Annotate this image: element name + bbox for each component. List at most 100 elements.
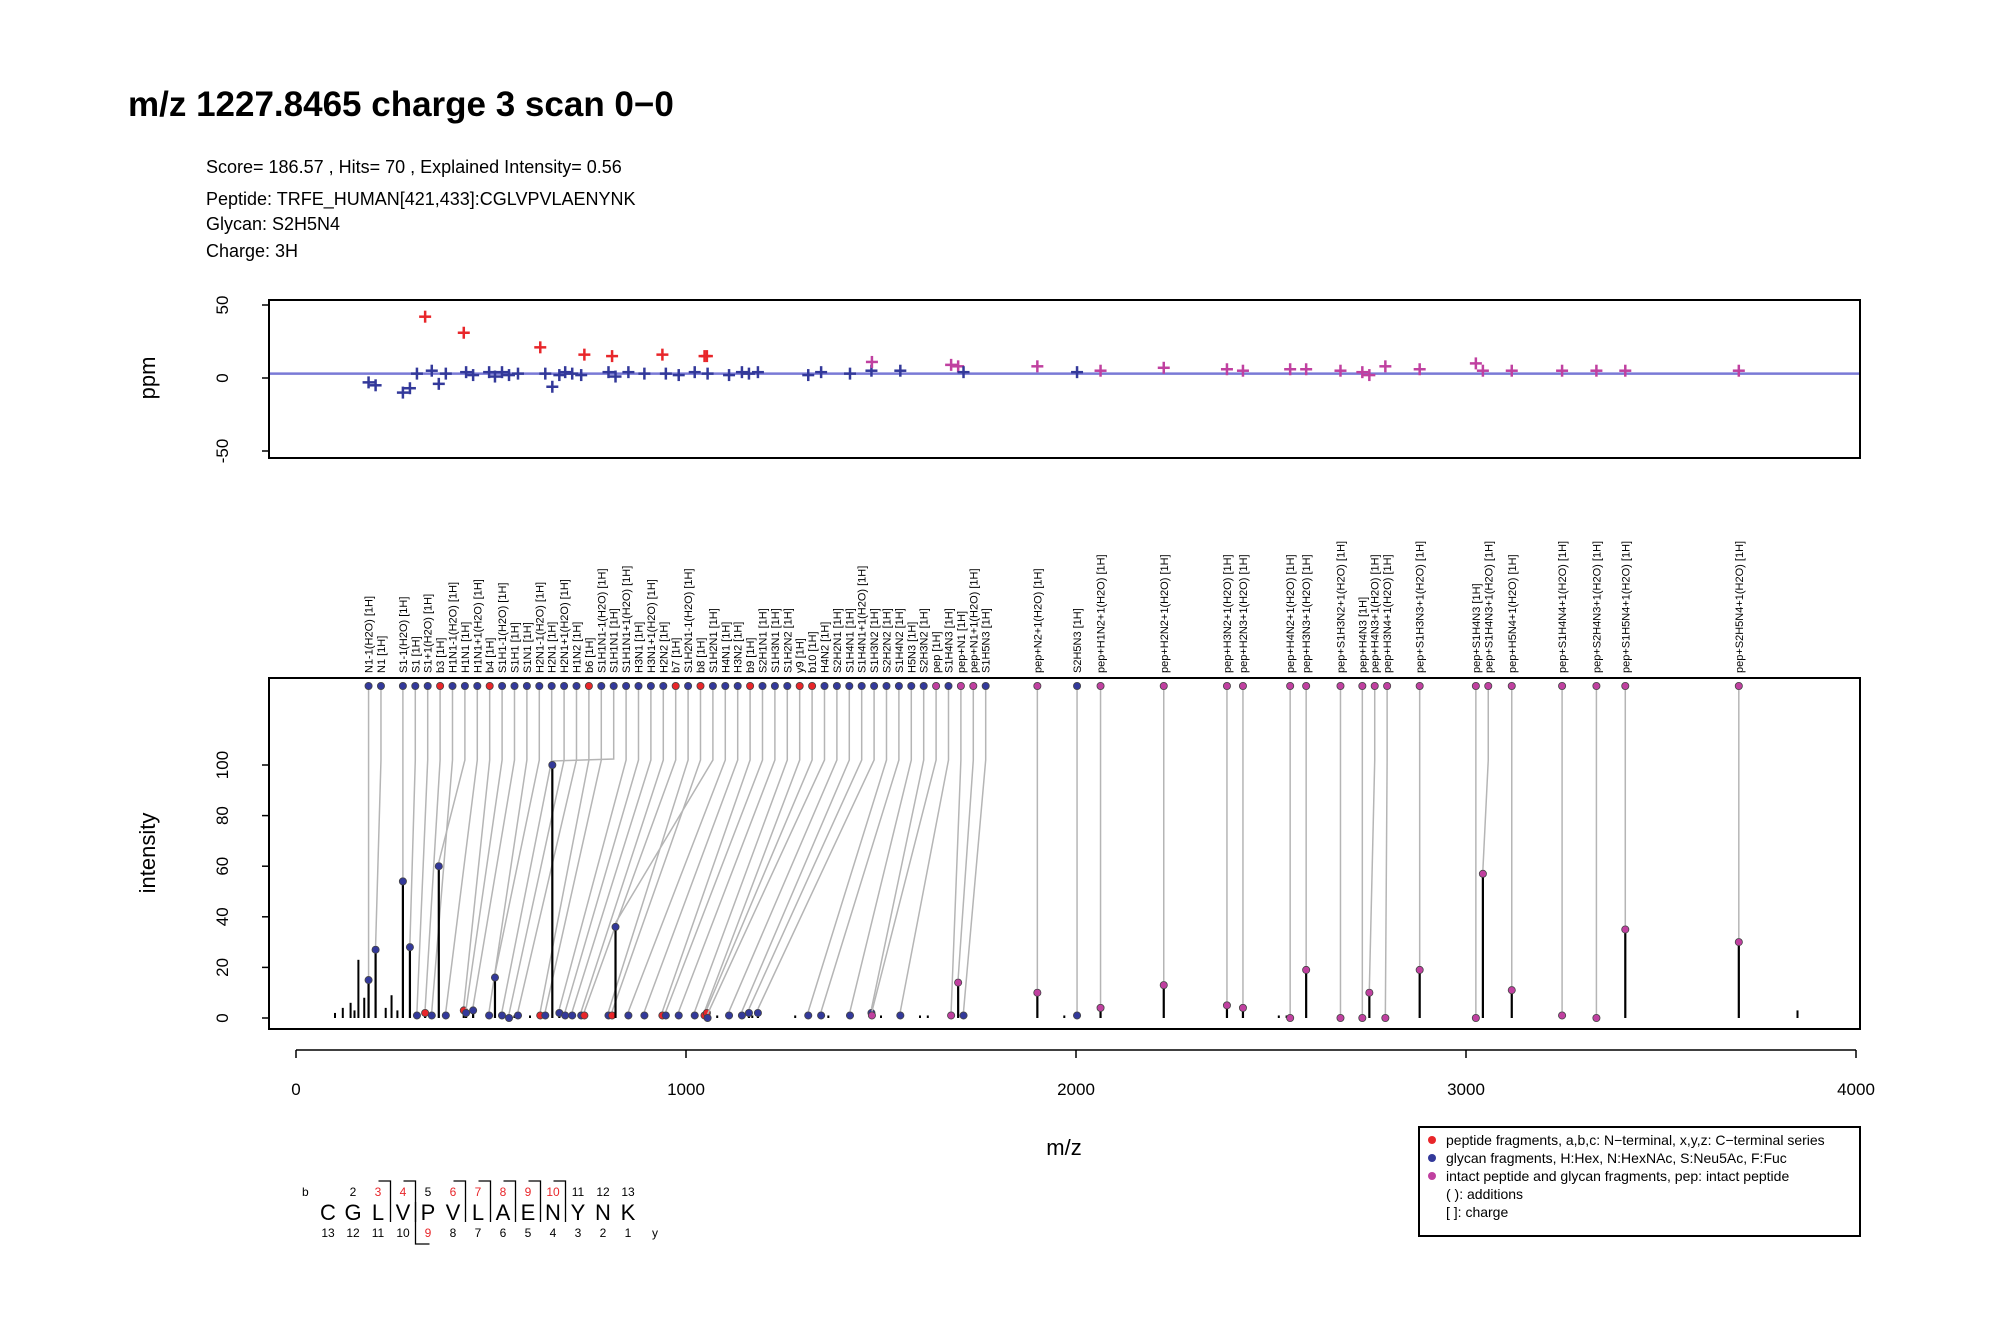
connector-line [665, 690, 764, 1012]
peak-marker [580, 1011, 589, 1020]
residue: V [446, 1200, 461, 1225]
b-ion-bracket [378, 1180, 392, 1222]
connector-line [678, 690, 776, 1012]
ppm-point-glycan [396, 386, 409, 399]
label-marker [808, 682, 817, 691]
fragment-label: pep+H4N2+1(H2O) [1H] [1285, 554, 1297, 673]
connector-line [820, 690, 900, 1012]
peak-marker [804, 1011, 813, 1020]
fragment-label: H1N1 [1H] [460, 622, 472, 673]
charge-line: Charge: 3H [206, 241, 298, 261]
annotated-peak-glycan: S2H5N3 [1H] [1072, 608, 1084, 1020]
annotated-peak-glycan: S1H3N2 [1H] [753, 608, 881, 1018]
ppm-point-intact [1031, 360, 1044, 373]
label-marker [758, 682, 767, 691]
ppm-point-glycan [432, 377, 445, 390]
fragment-label: pep [1H] [931, 631, 943, 673]
label-marker [783, 682, 792, 691]
annotated-peak-peptide: b3 [1H] [421, 638, 447, 1018]
label-marker [1621, 682, 1630, 691]
annotated-peak-intact: pep+H1N2+1(H2O) [1H] [1096, 554, 1108, 1018]
ppm-point-intact [1300, 363, 1313, 376]
fragment-label: H2N2 [1H] [658, 622, 670, 673]
ppm-point-intact [1236, 364, 1249, 377]
ppm-point-glycan [460, 366, 473, 379]
fragment-label: pep+S1H4N4+1(H2O) [1H] [1557, 541, 1569, 673]
label-marker [907, 682, 916, 691]
label-marker [857, 682, 866, 691]
ppm-point-intact [1476, 364, 1489, 377]
label-marker [498, 682, 507, 691]
label-marker [1558, 682, 1567, 691]
ppm-point-glycan [575, 369, 588, 382]
residue: E [521, 1200, 536, 1225]
connector-line [1384, 690, 1388, 1015]
label-marker [733, 682, 742, 691]
ppm-point-glycan [602, 366, 615, 379]
b-ion-number: 8 [500, 1185, 507, 1199]
annotated-peak-intact: pep+S1H3N2+1(H2O) [1H] [1335, 541, 1347, 1023]
ppm-point-intact [1363, 369, 1376, 382]
connector-line [424, 690, 441, 1009]
annotated-peak-intact: pep+H3N4+1(H2O) [1H] [1381, 554, 1394, 1023]
y-ion-number: 13 [321, 1226, 335, 1240]
label-marker [398, 682, 407, 691]
annotated-peak-glycan: S1H1N1+1(H2O) [1H] [555, 566, 633, 1018]
fragment-label: H5N3 [1H] [906, 622, 918, 673]
annotated-peak-glycan: H2N1-1(H2O) [1H] [490, 582, 546, 1018]
label-marker [1415, 682, 1424, 691]
annotated-peak-glycan: H3N2 [1H] [640, 622, 745, 1020]
annotated-peak-glycan: S1H5N3 [1H] [959, 608, 993, 1020]
label-marker [1159, 682, 1168, 691]
peak-marker [661, 1011, 670, 1020]
fragment-label: S2H2N2 [1H] [881, 608, 893, 673]
ppm-point-glycan [638, 367, 651, 380]
ppm-point-peptide [419, 310, 432, 323]
connector-line [661, 690, 751, 1012]
intensity-tick-label: 60 [213, 857, 232, 876]
fragment-label: H2N1-1(H2O) [1H] [534, 582, 546, 673]
ppm-point-glycan [495, 366, 508, 379]
ppm-point-peptide [534, 341, 547, 354]
fragment-label: S1 [1H] [410, 636, 422, 673]
peak-marker [1415, 965, 1424, 974]
ppm-point-glycan [609, 370, 622, 383]
peak-marker [1159, 981, 1168, 990]
ppm-point-glycan [403, 382, 416, 395]
b-ion-bracket [503, 1180, 517, 1222]
peak-marker [1471, 1014, 1480, 1023]
peak-marker [867, 1011, 876, 1020]
fragment-label: pep+H3N3+1(H2O) [1H] [1301, 554, 1313, 673]
b-ion-number: 10 [546, 1185, 560, 1199]
annotated-peak-intact: pep+H2N2+1(H2O) [1H] [1159, 554, 1171, 1018]
y-ion-number: 6 [500, 1226, 507, 1240]
y-ion-number: 12 [346, 1226, 360, 1240]
fragment-label: S1H3N1 [1H] [770, 608, 782, 673]
ppm-plot-frame [268, 299, 1861, 459]
ppm-tick-label: -50 [213, 439, 232, 464]
fragment-label: H3N1+1(H2O) [1H] [646, 579, 658, 673]
label-marker [1286, 682, 1295, 691]
label-marker [485, 682, 494, 691]
legend-entry: peptide fragments, a,b,c: N−terminal, x,… [1446, 1132, 1825, 1148]
fragment-label: pep+N1 [1H] [956, 611, 968, 673]
annotated-peak-glycan: H4N1 [1H] [624, 622, 732, 1020]
sequence-coverage: byC13G212L311V410P59V68L77A86E95N104Y113… [302, 1180, 658, 1245]
label-marker [1358, 682, 1367, 691]
connector-line [728, 690, 838, 1012]
peak-marker [896, 1011, 905, 1020]
b-ion-number: 4 [400, 1185, 407, 1199]
connector-line [1482, 690, 1490, 870]
x-tick-label: 0 [291, 1080, 300, 1099]
ppm-points [362, 310, 1745, 399]
ppm-point-glycan [425, 364, 438, 377]
label-marker [795, 682, 804, 691]
peak-marker [725, 1011, 734, 1020]
peak-marker [1222, 1001, 1231, 1010]
label-marker [770, 682, 779, 691]
annotated-peak-intact: pep+S2H4N3+1(H2O) [1H] [1591, 541, 1603, 1023]
peak-marker [364, 976, 373, 985]
label-marker [522, 682, 531, 691]
score-line: Score= 186.57 , Hits= 70 , Explained Int… [206, 157, 622, 177]
label-marker [919, 682, 928, 691]
